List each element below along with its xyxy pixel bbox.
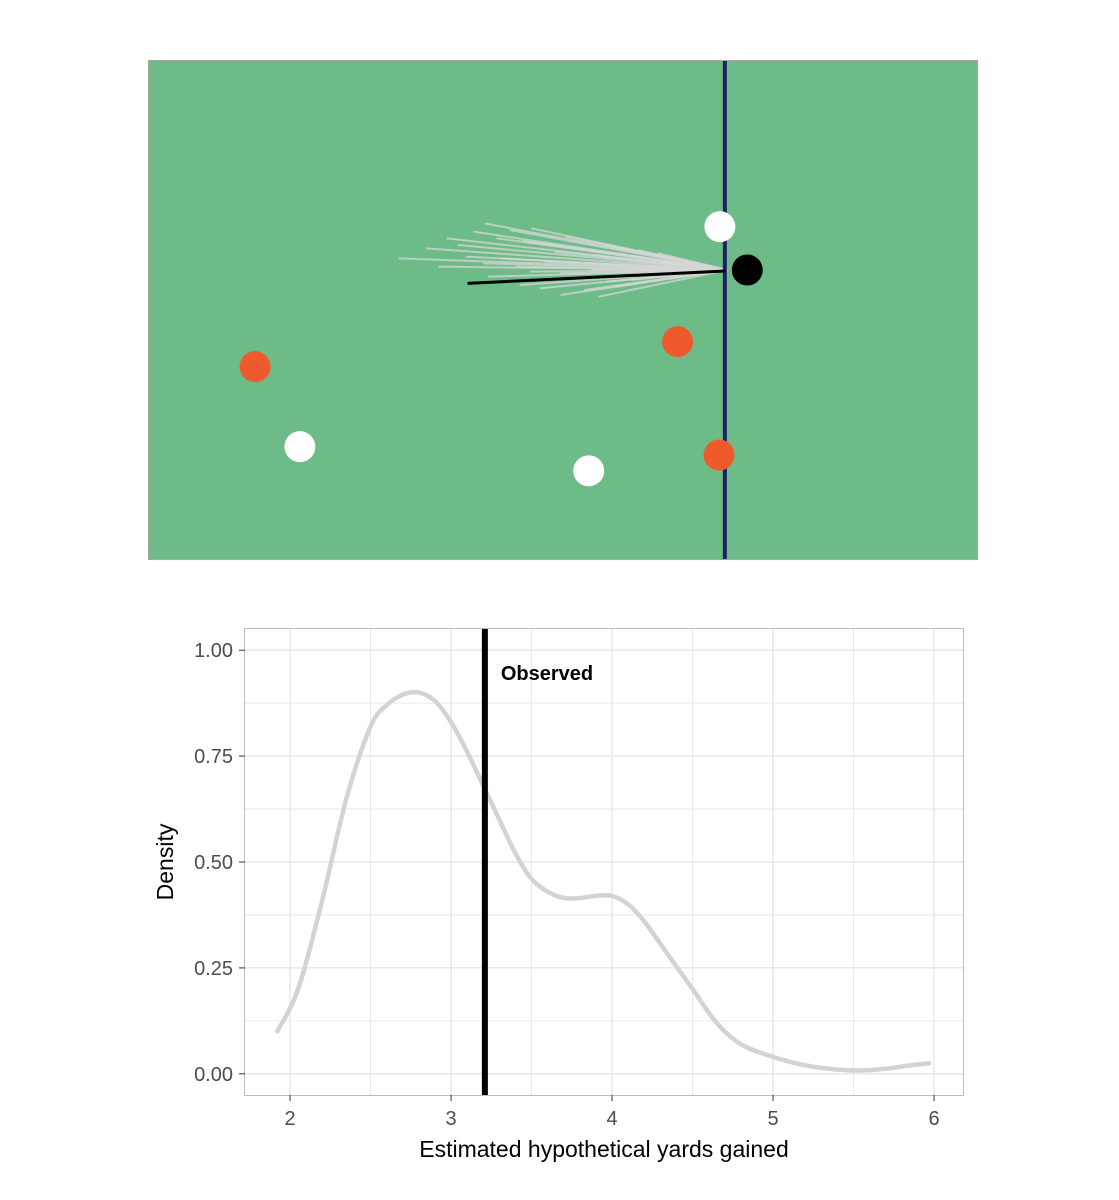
defense-player — [239, 351, 271, 383]
simulated-path — [598, 269, 728, 298]
field-background — [148, 60, 978, 560]
offense-player — [704, 211, 736, 243]
simulated-path — [438, 265, 728, 271]
x-tick-label: 3 — [446, 1108, 457, 1130]
y-tick-label: 0.25 — [194, 958, 233, 980]
density-curve — [274, 689, 932, 1073]
simulated-path — [488, 269, 728, 278]
y-tick-label: 1.00 — [194, 640, 233, 662]
simulated-path — [425, 247, 728, 271]
y-tick-label: 0.50 — [194, 852, 233, 874]
y-axis-ticks: 0.00 0.25 0.50 0.75 1.00 — [194, 640, 245, 1086]
offense-player — [284, 431, 316, 463]
x-tick-label: 2 — [285, 1108, 296, 1130]
defense-player — [662, 326, 694, 358]
x-tick-label: 5 — [767, 1108, 778, 1130]
defense-player — [703, 439, 735, 471]
density-plot: Observed 2 3 4 5 6 0.00 0.25 0.50 0.75 1.00 Esti… — [152, 628, 964, 1162]
grid — [245, 629, 963, 1095]
observed-path — [467, 269, 726, 285]
y-tick-label: 0.75 — [194, 746, 233, 768]
observed-label: Observed — [501, 663, 593, 685]
y-axis-label: Density — [152, 823, 178, 900]
field-plot — [148, 60, 978, 560]
x-tick-label: 6 — [928, 1108, 939, 1130]
x-axis-label: Estimated hypothetical yards gained — [419, 1136, 789, 1162]
simulated-paths — [398, 222, 728, 298]
offense-player — [573, 455, 605, 487]
players — [239, 211, 763, 487]
x-axis-ticks: 2 3 4 5 6 — [285, 1095, 940, 1130]
ball-carrier — [731, 254, 763, 286]
y-tick-label: 0.00 — [194, 1064, 233, 1086]
x-tick-label: 4 — [606, 1108, 617, 1130]
simulated-path — [645, 260, 728, 271]
simulated-path — [637, 249, 728, 271]
